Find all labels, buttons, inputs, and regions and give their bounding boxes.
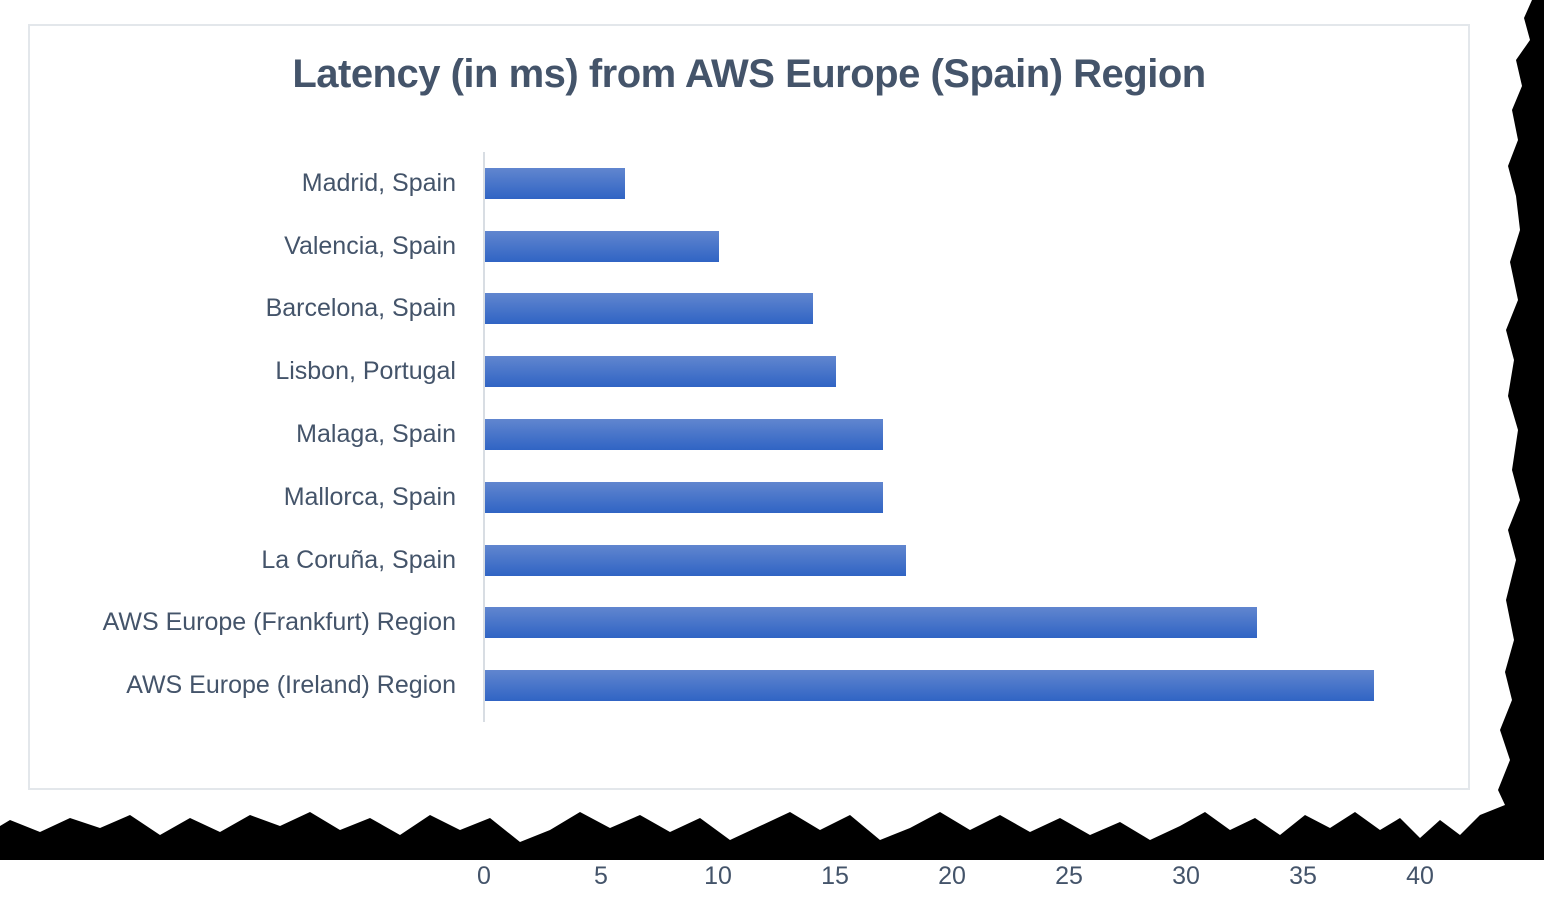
- category-label: AWS Europe (Ireland) Region: [126, 671, 456, 700]
- latency-bar: [485, 230, 719, 262]
- bar-row: Lisbon, Portugal: [30, 340, 1468, 403]
- plot-area: Madrid, Spain Valencia, Spain Barcelona, S…: [30, 152, 1468, 890]
- category-label: Mallorca, Spain: [283, 482, 456, 511]
- bar-row: Madrid, Spain: [30, 152, 1468, 215]
- x-tick-label: 10: [704, 862, 732, 890]
- chart-title: Latency (in ms) from AWS Europe (Spain) …: [292, 52, 1206, 96]
- x-tick-label: 40: [1406, 862, 1434, 890]
- bar-row: Mallorca, Spain: [30, 466, 1468, 529]
- latency-bar: [485, 356, 836, 388]
- bar-row: La Coruña, Spain: [30, 529, 1468, 592]
- category-label: La Coruña, Spain: [261, 545, 456, 574]
- x-tick-label: 25: [1055, 862, 1083, 890]
- x-tick-label: 0: [477, 862, 491, 890]
- x-axis: 0 5 10 15 20 25 30 35 40: [30, 862, 1468, 902]
- latency-bar: [485, 607, 1258, 639]
- category-label: Valencia, Spain: [284, 231, 456, 260]
- x-tick-label: 30: [1172, 862, 1200, 890]
- bar-row: Malaga, Spain: [30, 403, 1468, 466]
- x-tick-label: 35: [1289, 862, 1317, 890]
- category-label: Barcelona, Spain: [265, 294, 456, 323]
- latency-bar: [485, 481, 883, 513]
- latency-bar: [485, 544, 907, 576]
- category-label: Madrid, Spain: [301, 168, 456, 197]
- bar-rows: Madrid, Spain Valencia, Spain Barcelona, S…: [30, 152, 1468, 717]
- bar-row: AWS Europe (Ireland) Region: [30, 654, 1468, 717]
- latency-bar: [485, 670, 1375, 702]
- bar-row: Valencia, Spain: [30, 215, 1468, 278]
- category-label: AWS Europe (Frankfurt) Region: [102, 608, 456, 637]
- bar-row: Barcelona, Spain: [30, 278, 1468, 341]
- x-tick-label: 15: [821, 862, 849, 890]
- latency-bar: [485, 293, 813, 325]
- latency-bar: [485, 419, 883, 451]
- latency-bar: [485, 167, 626, 199]
- x-tick-label: 20: [938, 862, 966, 890]
- x-tick-label: 5: [594, 862, 608, 890]
- bar-row: AWS Europe (Frankfurt) Region: [30, 592, 1468, 655]
- chart-container: Latency (in ms) from AWS Europe (Spain) …: [28, 24, 1470, 890]
- category-label: Lisbon, Portugal: [275, 357, 456, 386]
- category-label: Malaga, Spain: [296, 420, 456, 449]
